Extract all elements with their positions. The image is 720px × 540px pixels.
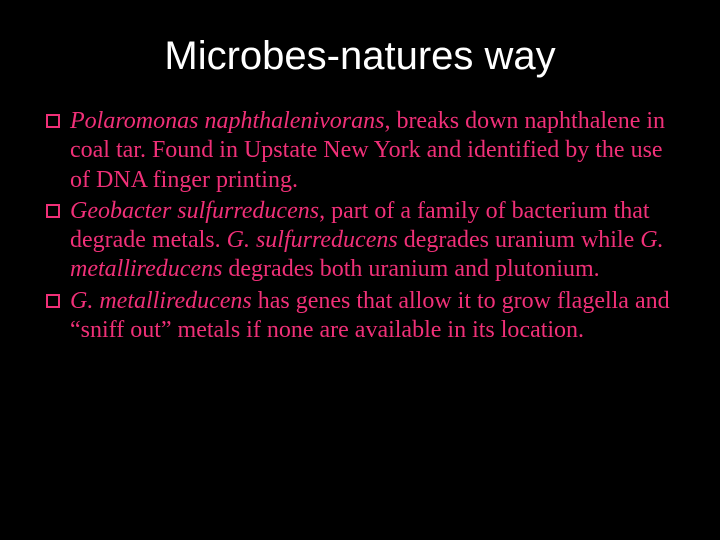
italic-term: G. metallireducens [70,288,252,314]
bullet-segment: degrades uranium while [398,227,641,253]
bullet-item: Polaromonas naphthalenivorans, breaks do… [46,107,674,195]
bullet-text: Polaromonas naphthalenivorans, breaks do… [70,107,674,195]
italic-term: Geobacter sulfurreducens [70,198,319,224]
italic-term: Polaromonas naphthalenivorans [70,108,384,134]
slide-body: Polaromonas naphthalenivorans, breaks do… [0,103,720,345]
slide-title: Microbes-natures way [0,0,720,103]
square-bullet-icon [46,114,60,128]
bullet-rest: degrades both uranium and plutonium. [222,256,599,282]
slide: Microbes-natures way Polaromonas naphtha… [0,0,720,540]
bullet-item: Geobacter sulfurreducens, part of a fami… [46,197,674,285]
bullet-item: G. metallireducens has genes that allow … [46,287,674,346]
bullet-text: Geobacter sulfurreducens, part of a fami… [70,197,674,285]
bullet-text: G. metallireducens has genes that allow … [70,287,674,346]
italic-term: G. sulfurreducens [227,227,398,253]
square-bullet-icon [46,204,60,218]
square-bullet-icon [46,294,60,308]
